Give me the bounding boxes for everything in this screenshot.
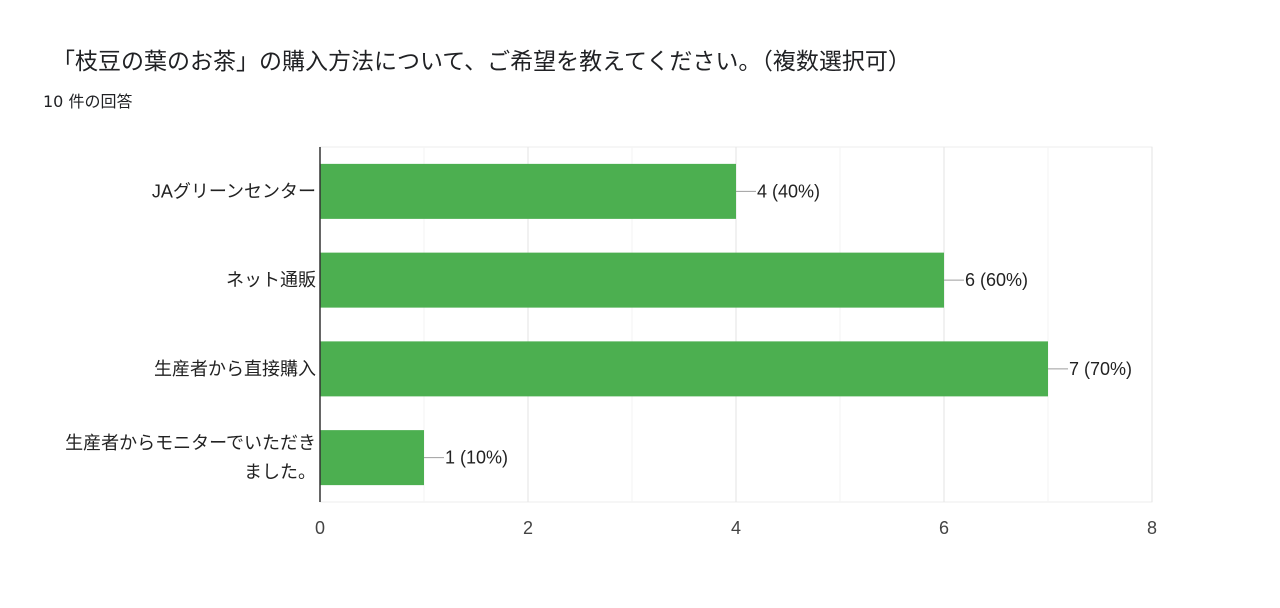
x-tick-label: 0 bbox=[315, 518, 325, 538]
x-tick-label: 2 bbox=[523, 518, 533, 538]
bar bbox=[320, 163, 736, 219]
category-label: ました。 bbox=[244, 462, 316, 482]
data-label: 6 (60%) bbox=[965, 270, 1028, 290]
x-tick-label: 8 bbox=[1147, 518, 1157, 538]
bar bbox=[320, 252, 944, 308]
response-count: 10 件の回答 bbox=[43, 92, 133, 111]
chart-title: 「枝豆の葉のお茶」の購入方法について、ご希望を教えてください。（複数選択可） bbox=[52, 49, 911, 75]
data-label: 1 (10%) bbox=[445, 448, 508, 468]
data-label: 4 (40%) bbox=[757, 181, 820, 201]
bar bbox=[320, 430, 424, 486]
x-tick-label: 6 bbox=[939, 518, 949, 538]
category-label: 生産者から直接購入 bbox=[154, 359, 316, 379]
category-label: JAグリーンセンター bbox=[152, 181, 316, 201]
data-label: 7 (70%) bbox=[1069, 359, 1132, 379]
category-label: ネット通販 bbox=[226, 270, 316, 290]
x-tick-label: 4 bbox=[731, 518, 741, 538]
category-label: 生産者からモニターでいただき bbox=[65, 433, 316, 453]
bar bbox=[320, 341, 1048, 397]
